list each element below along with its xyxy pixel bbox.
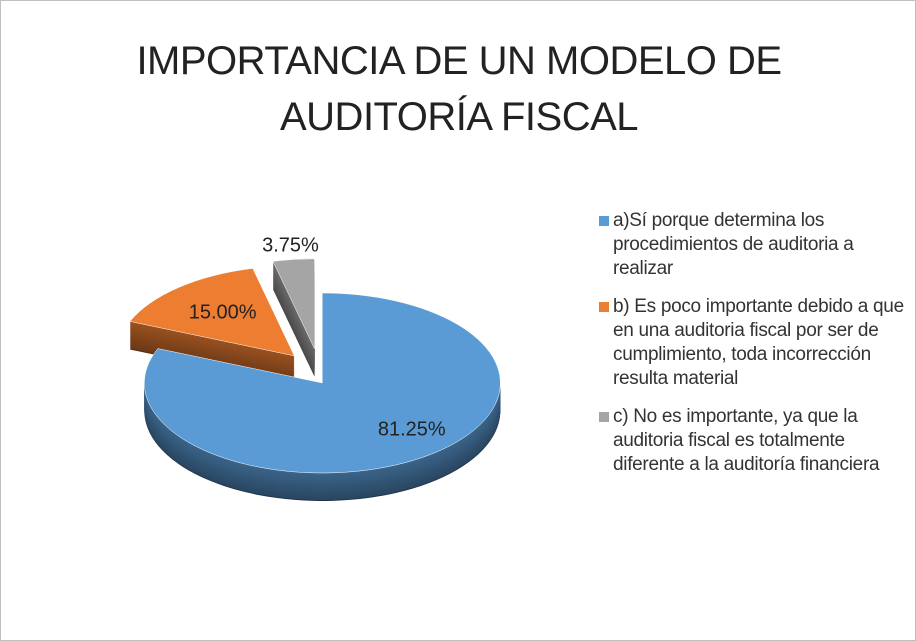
pie-area: 81.25% 15.00% 3.75% <box>129 234 501 501</box>
legend-item: c) No es importante, ya que la auditoria… <box>599 405 909 477</box>
legend-item: b) Es poco importante debido a que en un… <box>599 295 909 391</box>
legend-swatch <box>599 216 609 226</box>
chart-title: IMPORTANCIA DE UN MODELO DE AUDITORÍA FI… <box>136 39 782 139</box>
legend-item: a)Sí porque determina los procedimientos… <box>599 209 909 281</box>
legend-text: b) Es poco importante debido a que en un… <box>613 296 904 389</box>
slice <box>272 258 315 349</box>
slice <box>129 268 295 357</box>
slice <box>144 292 501 474</box>
slice-side <box>272 259 315 377</box>
data-label: 15.00% <box>189 302 257 324</box>
legend-swatch <box>599 302 609 312</box>
legend-text: c) No es importante, ya que la auditoria… <box>613 406 880 475</box>
data-label: 81.25% <box>378 419 446 441</box>
legend-text: a)Sí porque determina los procedimientos… <box>613 210 854 279</box>
legend-swatch <box>599 412 609 422</box>
data-label: 3.75% <box>262 234 319 256</box>
legend: a)Sí porque determina los procedimientos… <box>599 209 909 491</box>
